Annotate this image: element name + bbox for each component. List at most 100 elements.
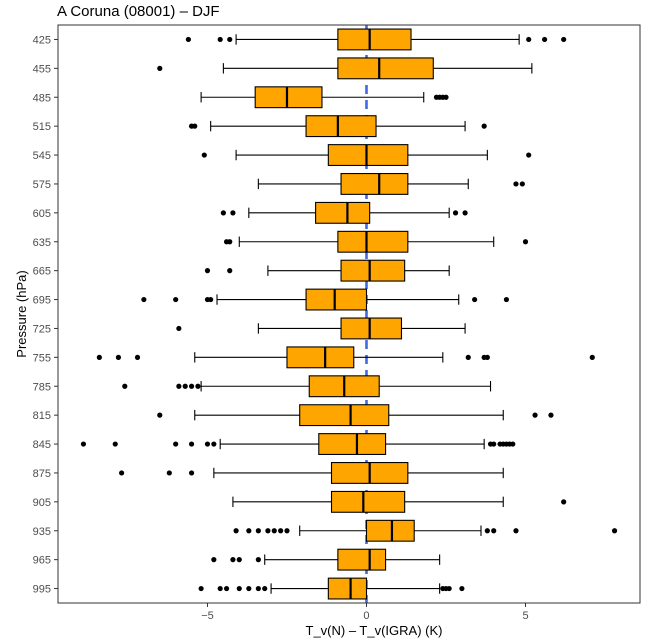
- box-iqr-575: [340, 172, 409, 195]
- outlier-875-1: [166, 470, 172, 476]
- box-725: [257, 317, 466, 340]
- y-tick-label-635: 635: [33, 237, 51, 249]
- outlier-695-1: [173, 296, 179, 303]
- outlier-545-0: [201, 152, 207, 158]
- y-tick-label-935: 935: [33, 526, 51, 538]
- outlier-815-2: [548, 412, 554, 418]
- outlier-965-2: [236, 557, 242, 563]
- outlier-605-2: [452, 210, 459, 216]
- box-iqr-695: [305, 288, 368, 311]
- box-iqr-815: [299, 404, 390, 427]
- y-tick-label-785: 785: [33, 381, 51, 393]
- y-tick-label-665: 665: [33, 266, 51, 278]
- outlier-425-0: [185, 36, 191, 43]
- y-axis-title: Pressure (hPa): [14, 270, 29, 357]
- x-tick-label-2: 5: [522, 610, 528, 622]
- y-tick-label-575: 575: [33, 179, 51, 191]
- box-iqr-515: [305, 115, 377, 138]
- y-tick-label-485: 485: [33, 92, 51, 104]
- box-iqr-605: [315, 201, 371, 224]
- outlier-935-3: [265, 528, 271, 534]
- outlier-665-0: [204, 268, 211, 274]
- y-tick-label-605: 605: [33, 208, 51, 220]
- y-tick-label-425: 425: [33, 34, 51, 46]
- box-575: [257, 172, 469, 195]
- outlier-605-0: [220, 210, 226, 216]
- outlier-935-5: [278, 528, 284, 534]
- outlier-995-1: [217, 585, 223, 592]
- chart-title: A Coruna (08001) – DJF: [57, 3, 220, 20]
- outlier-935-0: [233, 528, 239, 534]
- outlier-455-0: [157, 65, 163, 71]
- outlier-845-2: [173, 441, 179, 447]
- outlier-755-2: [134, 354, 141, 360]
- box-425: [235, 28, 520, 51]
- outlier-695-4: [472, 296, 478, 303]
- y-tick-label-845: 845: [33, 439, 51, 451]
- box-785: [200, 375, 492, 398]
- box-605: [248, 201, 450, 224]
- outlier-905-0: [561, 499, 567, 505]
- box-515: [210, 115, 466, 138]
- outlier-875-0: [119, 470, 125, 476]
- y-tick-label-725: 725: [33, 323, 51, 335]
- outlier-995-2: [223, 585, 230, 592]
- outlier-425-3: [526, 36, 532, 43]
- outlier-755-5: [484, 354, 490, 360]
- box-iqr-905: [330, 490, 406, 513]
- box-iqr-845: [318, 433, 387, 456]
- box-iqr-455: [337, 57, 434, 80]
- y-tick-label-965: 965: [33, 555, 51, 567]
- outlier-995-3: [236, 585, 242, 592]
- box-iqr-485: [254, 86, 323, 109]
- x-tick-label-1: 0: [363, 610, 369, 622]
- box-755: [194, 346, 444, 369]
- outlier-755-0: [96, 354, 102, 360]
- outlier-875-2: [188, 470, 195, 476]
- outlier-755-1: [115, 354, 122, 360]
- outlier-695-0: [141, 296, 147, 303]
- box-iqr-665: [340, 259, 406, 282]
- outlier-755-3: [465, 354, 471, 360]
- outlier-935-8: [491, 528, 497, 534]
- outlier-605-1: [230, 210, 236, 216]
- outlier-995-5: [255, 585, 261, 592]
- outlier-995-6: [262, 585, 268, 592]
- outlier-545-1: [526, 152, 532, 158]
- outlier-425-1: [217, 36, 223, 43]
- box-695: [216, 288, 460, 311]
- outlier-845-7: [491, 441, 497, 447]
- outlier-815-0: [157, 412, 163, 418]
- outlier-995-10: [459, 585, 465, 592]
- y-tick-label-815: 815: [33, 410, 51, 422]
- outlier-785-3: [188, 383, 195, 389]
- box-845: [219, 433, 485, 456]
- panel-border: [57, 24, 641, 604]
- outlier-845-4: [204, 441, 211, 447]
- outlier-425-5: [561, 36, 567, 43]
- y-tick-label-905: 905: [33, 497, 51, 509]
- y-tick-label-875: 875: [33, 468, 51, 480]
- outlier-665-1: [227, 268, 233, 274]
- box-iqr-935: [365, 519, 415, 542]
- y-tick-label-695: 695: [33, 295, 51, 307]
- outlier-995-9: [446, 585, 452, 592]
- box-iqr-425: [337, 28, 412, 51]
- outlier-935-6: [284, 528, 290, 534]
- x-tick-label-0: −5: [201, 610, 214, 622]
- y-tick-label-515: 515: [33, 121, 51, 133]
- outlier-845-3: [188, 441, 195, 447]
- box-905: [232, 490, 504, 513]
- outlier-635-2: [522, 239, 529, 245]
- x-axis-title: T_v(N) – T_v(IGRA) (K): [306, 623, 443, 638]
- box-965: [264, 548, 441, 571]
- outlier-845-12: [510, 441, 516, 447]
- outlier-845-1: [112, 441, 118, 447]
- outlier-785-4: [195, 383, 201, 389]
- outlier-785-2: [182, 383, 188, 389]
- outlier-965-1: [230, 557, 236, 563]
- box-iqr-635: [337, 230, 409, 253]
- outlier-935-2: [255, 528, 261, 534]
- outlier-935-7: [484, 528, 490, 534]
- outlier-575-1: [519, 181, 525, 187]
